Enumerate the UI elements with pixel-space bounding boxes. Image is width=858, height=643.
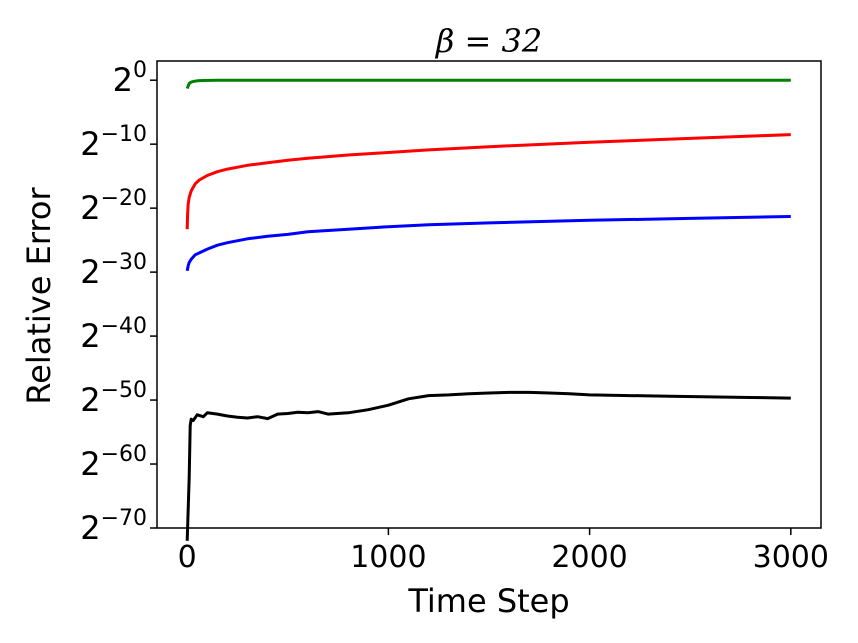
x-tick-label: 3000 [753,540,829,575]
y-axis-label: Relative Error [20,187,58,405]
x-tick-label: 1000 [350,540,426,575]
y-tick-label: 2−60 [80,442,147,483]
y-axis-ticks: 20 2−10 2−20 2−30 2−40 2−50 2−60 2−70 [80,58,157,547]
y-tick-label: 20 [113,58,147,99]
series-line-2 [185,133,791,230]
y-tick-label: 2−30 [80,250,147,291]
x-tick-label: 0 [178,540,197,575]
y-tick-label: 2−10 [80,122,147,163]
x-axis-label: Time Step [407,582,569,620]
series-line-3 [185,215,791,272]
y-tick-label: 2−20 [80,186,147,227]
y-tick-label: 2−40 [80,314,147,355]
chart-title: β = 32 [435,22,542,60]
plot-frame [156,60,822,529]
x-axis-ticks: 0 1000 2000 3000 [178,528,829,575]
y-tick-label: 2−50 [80,378,147,419]
series-line-1 [185,78,791,90]
x-tick-label: 2000 [551,540,627,575]
series-line-4 [185,390,791,541]
y-tick-label: 2−70 [80,506,147,547]
plot-series [185,78,791,541]
